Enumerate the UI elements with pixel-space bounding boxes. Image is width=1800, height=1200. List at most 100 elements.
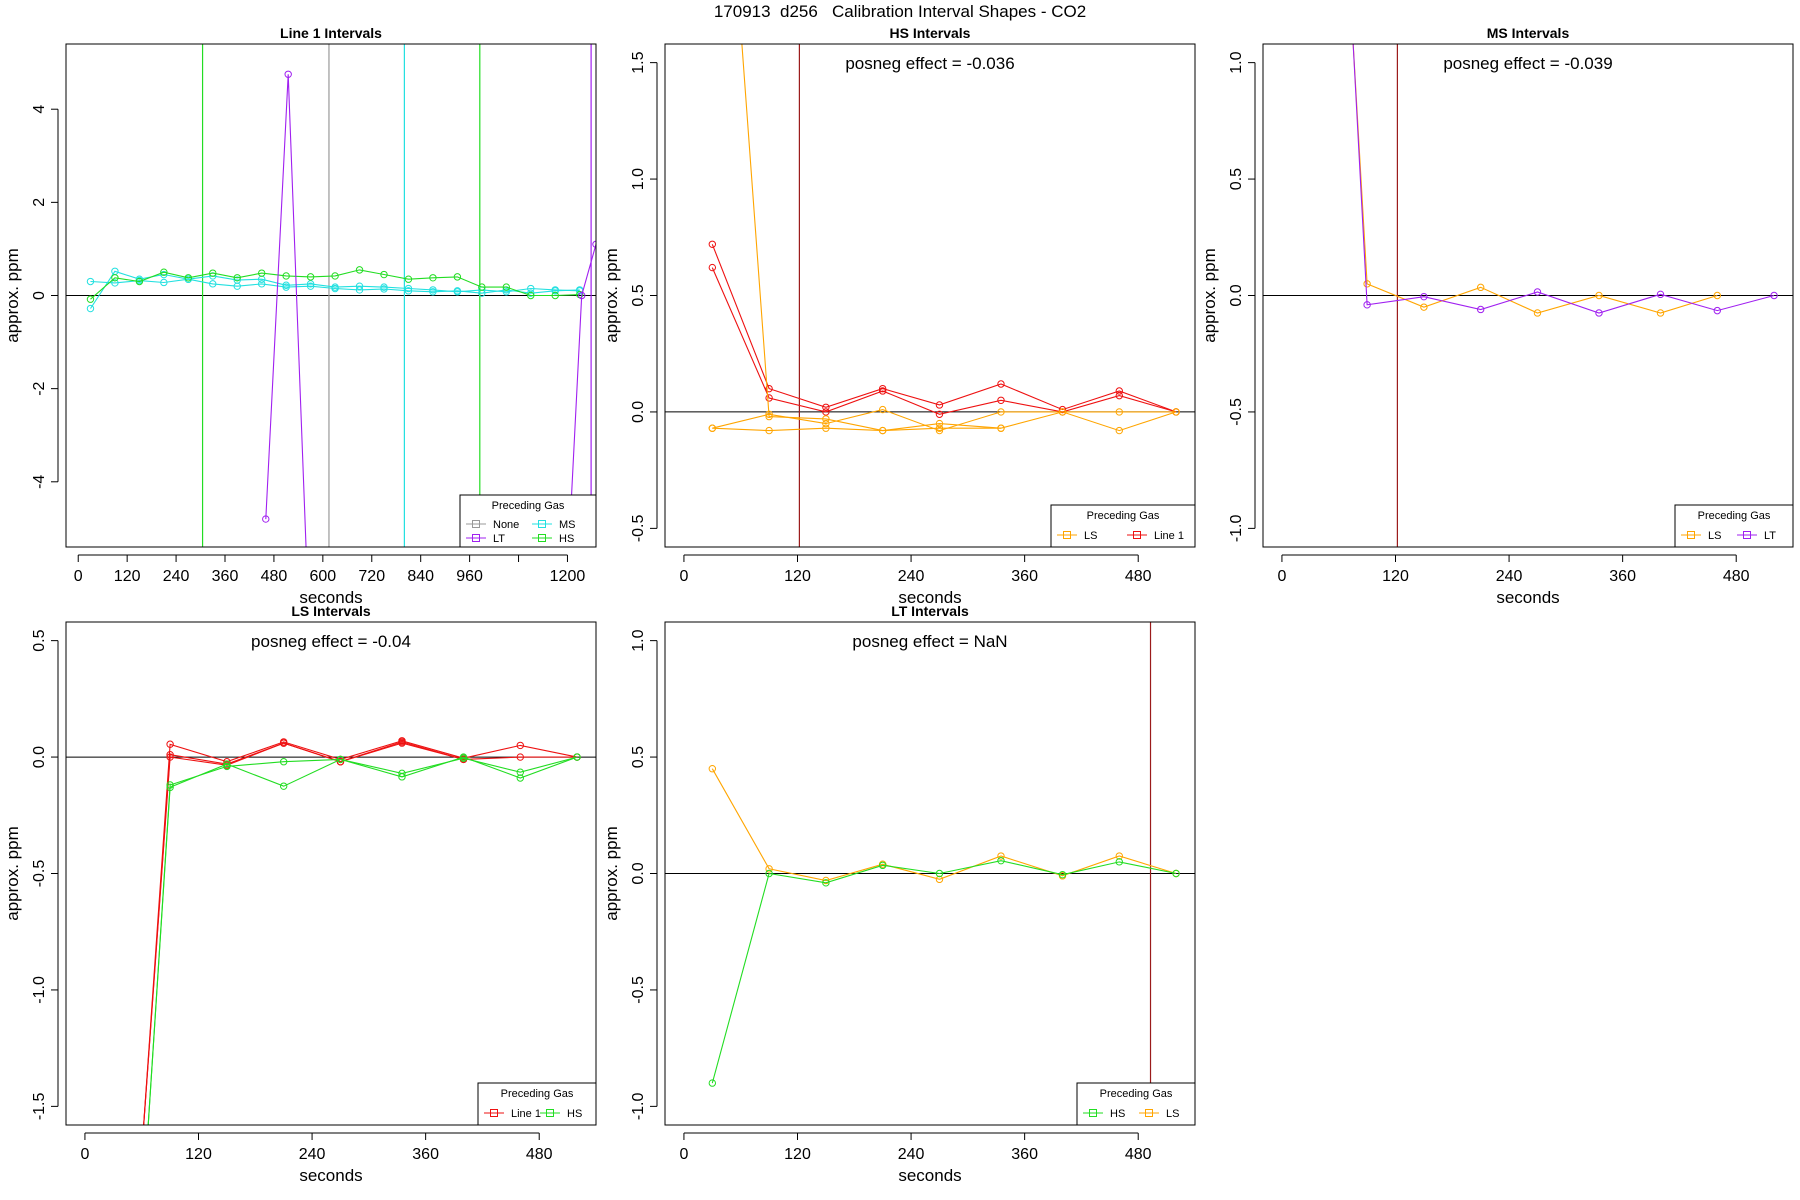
series-line-1 [139,739,468,1156]
legend-entry-ls: LS [1681,530,1721,542]
plot-frame [664,43,1196,548]
x-tick-label: 360 [1609,568,1636,585]
data-point [307,665,313,671]
data-point [738,24,744,30]
data-point [380,270,388,279]
plot-region [66,44,596,671]
series-ls [708,765,1180,885]
x-tick-label: 240 [898,1146,925,1163]
x-tick-label: 120 [784,1146,811,1163]
series-line [90,269,580,300]
y-tick-label: 0.0 [630,401,647,423]
series-line [568,244,596,547]
data-point [160,270,168,279]
data-point [997,424,1005,432]
legend-entry-ls: LS [1139,1108,1179,1120]
data-point [282,281,290,289]
legend-marker-swatch [1063,531,1071,539]
x-axis: 0 120 240 360 480 [80,1132,553,1163]
data-point [404,287,413,295]
legend-title: Preceding Gas [492,500,565,512]
y-axis-label: approx. ppm [3,248,22,343]
legend-title: Preceding Gas [1087,510,1160,522]
data-point [935,401,944,409]
legend-label: HS [567,1108,582,1120]
data-point [282,283,290,291]
y-tick-label: -0.5 [630,514,647,542]
legend-marker-swatch [538,520,546,528]
series-hs [147,753,581,1125]
legend-marker-swatch [538,534,546,542]
posneg-annotation: posneg effect = -0.036 [845,54,1014,73]
series-lt [1352,44,1778,317]
plot-frame [664,621,1196,1126]
legend-box [1674,504,1794,548]
data-point [139,1150,145,1156]
data-point [459,754,468,762]
x-tick-label: 240 [1496,568,1523,585]
data-point [380,285,388,293]
data-point [86,295,95,303]
panel-title: LT Intervals [891,603,969,619]
data-point [1058,405,1067,414]
x-tick-label: 120 [784,568,811,585]
data-point [1420,303,1428,311]
series-ls [1350,36,1721,317]
legend-entry-hs: HS [532,533,574,545]
data-point [997,856,1005,865]
legend-entry-hs: HS [540,1108,582,1120]
data-point [279,739,288,747]
x-tick-label: 720 [358,568,385,585]
data-point [878,861,887,870]
data-point [453,288,462,296]
data-point [708,765,717,773]
data-point [578,291,586,300]
x-tick-label: 0 [679,1146,688,1163]
data-point [997,852,1005,860]
data-point [573,753,581,761]
x-tick-label: 600 [309,568,336,585]
legend: Preceding Gas None MS LT HS [459,494,597,548]
x-tick-label: 0 [679,568,688,585]
data-point [935,426,944,435]
data-point [1350,36,1356,42]
data-point [404,284,413,293]
data-point [502,288,511,296]
data-point [398,739,406,747]
data-point [822,415,830,423]
series-line [1352,44,1775,314]
y-axis-label: approx. ppm [3,826,22,921]
series-ls [738,24,1005,435]
legend-entry-ms: MS [532,519,576,531]
legend: Preceding Gas LS Line 1 [1050,504,1196,548]
y-tick-label: -0.5 [1228,398,1245,426]
data-point [111,274,119,282]
data-point [1058,408,1067,416]
data-point [1172,869,1180,878]
data-point [223,760,231,768]
data-point [86,277,95,286]
panel-3: MS Intervals 0 120 240 360 480 seconds -1.0 -0.5… [1200,25,1794,607]
data-point [166,740,174,748]
x-tick-label: 1200 [550,568,586,585]
data-point [878,387,887,395]
series-line [711,768,1177,882]
data-point [878,426,887,435]
data-point [331,272,339,280]
y-tick-label: -1.0 [31,976,48,1004]
data-point [184,274,193,282]
x-axis: 0 120 240 360 480 600 720 840 960 1200 [74,554,586,585]
legend-label: HS [559,533,574,545]
legend-label: LT [493,533,505,545]
data-point [1656,309,1665,317]
data-point [282,272,290,280]
data-point [1115,852,1123,860]
data-point [516,753,524,761]
x-tick-label: 960 [456,568,483,585]
x-tick-label: 360 [1011,1146,1038,1163]
data-point [139,1150,145,1156]
legend-title: Preceding Gas [1698,510,1771,522]
data-point [1363,301,1371,309]
y-tick-label: 0 [31,291,48,300]
y-tick-label: 0.0 [31,746,48,768]
